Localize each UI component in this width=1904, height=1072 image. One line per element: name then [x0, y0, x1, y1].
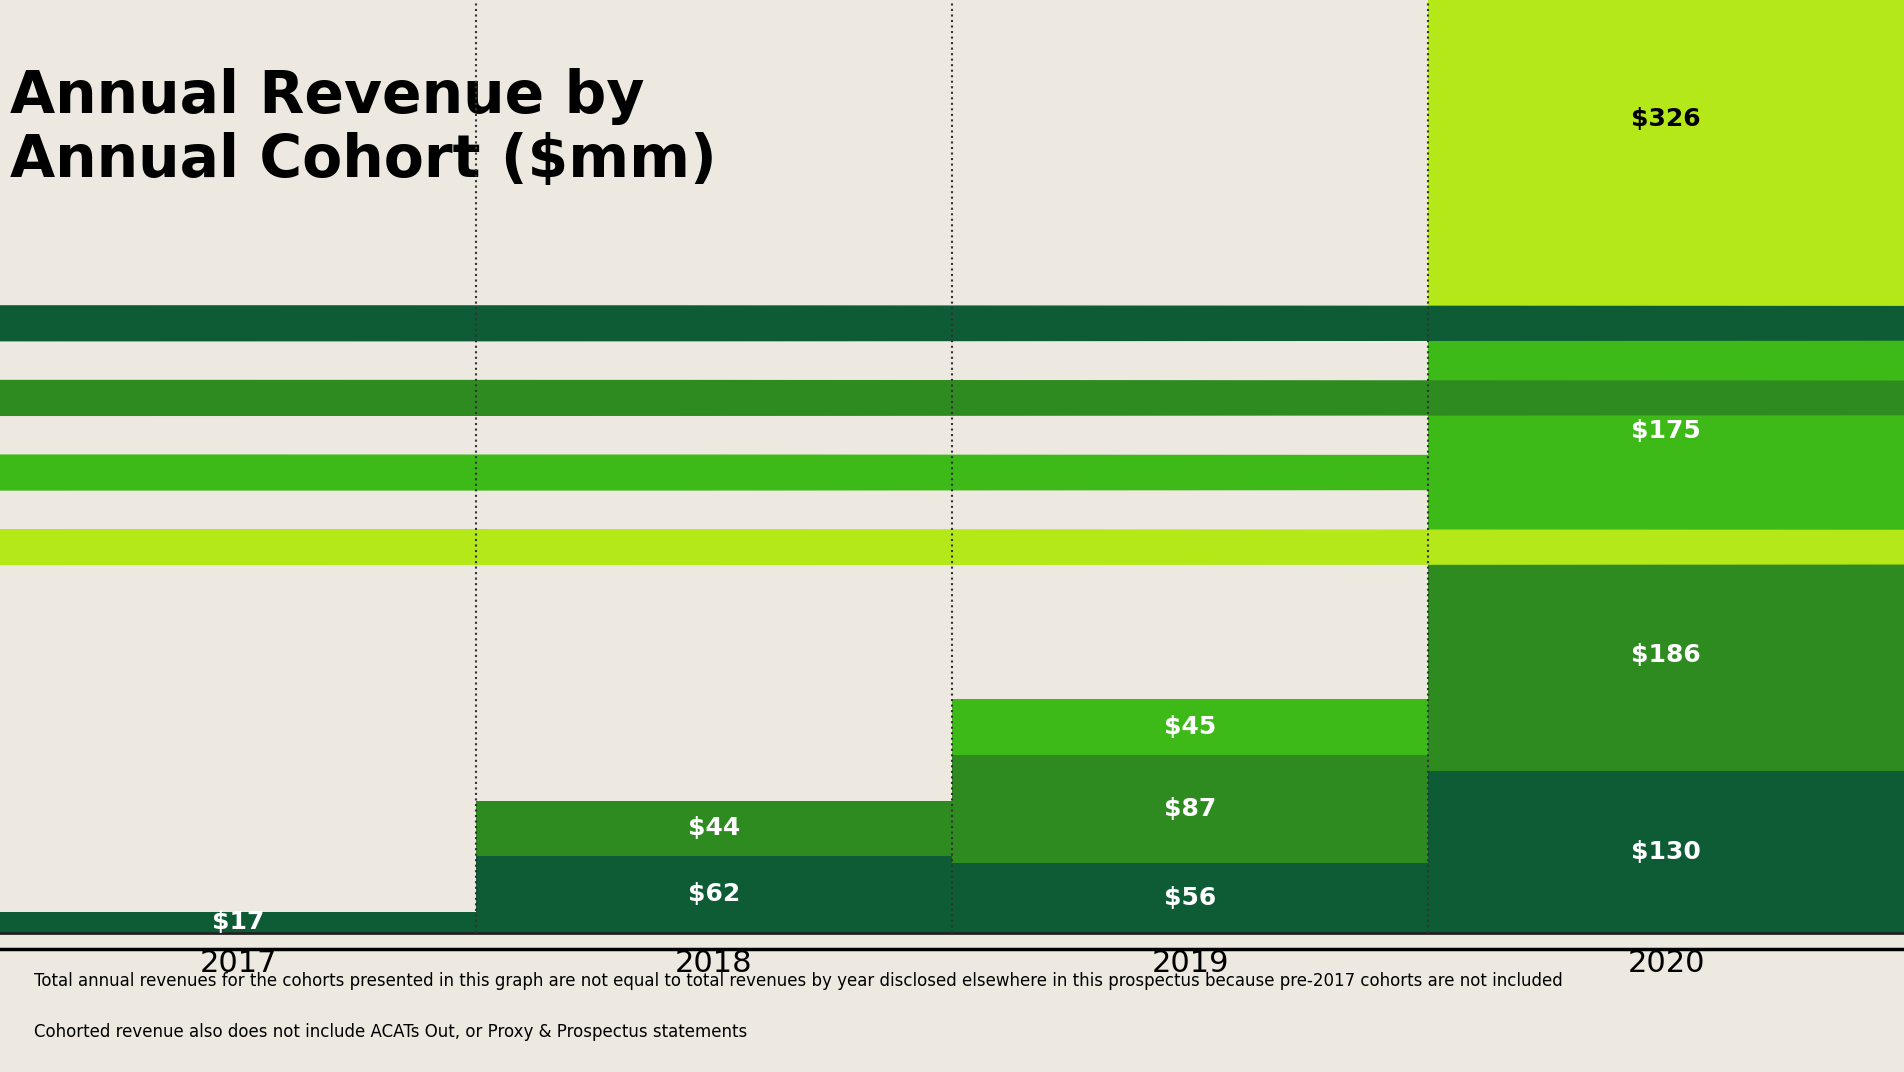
Bar — [1428, 0, 1904, 322]
Circle shape — [0, 381, 1904, 415]
Text: $130: $130 — [1632, 839, 1700, 864]
Text: $175: $175 — [1632, 419, 1700, 443]
Text: Annual Revenue by
Annual Cohort ($mm): Annual Revenue by Annual Cohort ($mm) — [10, 69, 716, 189]
Text: $45: $45 — [1163, 715, 1217, 739]
Circle shape — [0, 456, 1904, 490]
Bar — [1428, 539, 1904, 771]
Text: $186: $186 — [1632, 643, 1700, 668]
Text: $62: $62 — [687, 882, 741, 906]
Text: $87: $87 — [1163, 796, 1217, 821]
Bar — [476, 855, 952, 933]
Text: 2020: 2020 — [67, 533, 141, 561]
Text: 2019: 2019 — [67, 459, 141, 487]
Circle shape — [0, 306, 1904, 341]
Bar — [1428, 771, 1904, 933]
Bar — [952, 755, 1428, 863]
Text: $17: $17 — [211, 910, 265, 934]
Text: 2017: 2017 — [67, 310, 141, 338]
Bar — [952, 863, 1428, 933]
Bar — [952, 699, 1428, 755]
Text: $326: $326 — [1632, 107, 1700, 132]
Text: Cohorted revenue also does not include ACATs Out, or Proxy & Prospectus statemen: Cohorted revenue also does not include A… — [34, 1023, 748, 1041]
Circle shape — [0, 530, 1904, 565]
Bar — [0, 911, 476, 933]
Text: $44: $44 — [687, 816, 741, 840]
Text: $56: $56 — [1163, 885, 1217, 910]
Bar — [476, 801, 952, 855]
Text: 2018: 2018 — [67, 384, 141, 412]
Bar — [1428, 322, 1904, 539]
Text: Total annual revenues for the cohorts presented in this graph are not equal to t: Total annual revenues for the cohorts pr… — [34, 971, 1563, 989]
